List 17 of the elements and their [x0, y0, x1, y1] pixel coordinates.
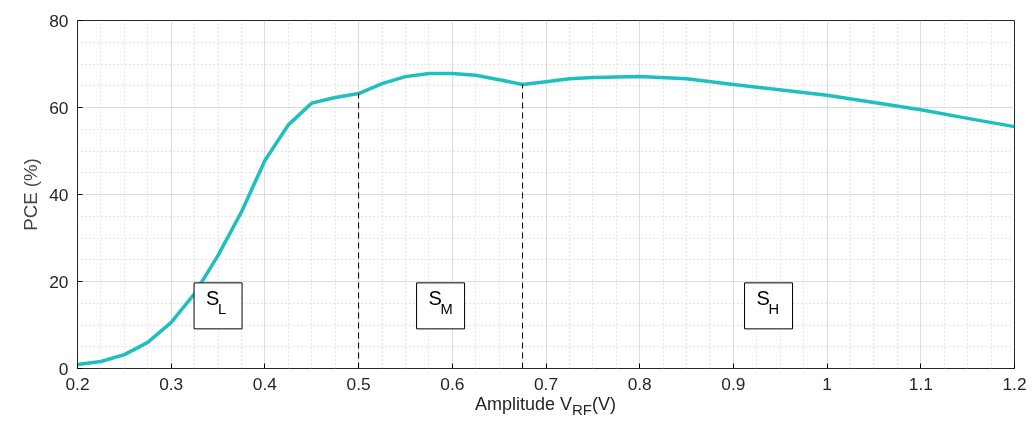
y-tick-label: 80: [49, 10, 69, 31]
y-axis-title: PCE (%): [20, 158, 42, 231]
y-tick-label: 0: [58, 358, 69, 379]
x-tick-label: 0.8: [627, 373, 652, 394]
x-tick-label: 0.4: [252, 373, 278, 394]
y-tick-label: 40: [49, 184, 69, 205]
x-tick-label: 0.9: [721, 373, 746, 394]
x-axis-title: Amplitude V$_{RF}$(V): [473, 393, 618, 420]
x-tick-label: 1.2: [1002, 373, 1027, 394]
x-tick-label: 1.1: [908, 373, 933, 394]
x-tick-label: 0.5: [346, 373, 371, 394]
y-tick-label: 60: [49, 97, 69, 118]
x-tick-label: 0.3: [159, 373, 184, 394]
x-tick-label: 1: [822, 373, 832, 394]
y-tick-label: 20: [49, 271, 69, 292]
x-tick-label: 0.6: [440, 373, 465, 394]
x-tick-label: 0.7: [533, 373, 559, 394]
